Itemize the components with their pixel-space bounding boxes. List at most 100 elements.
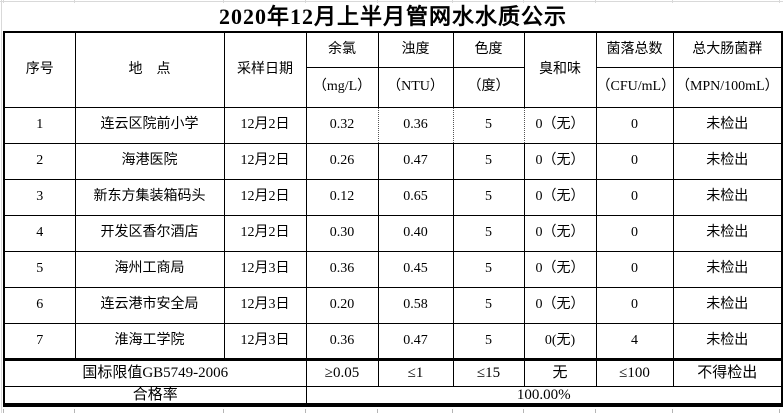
- limit-turbidity: ≤1: [377, 357, 454, 387]
- table-row: 3 新东方集装箱码头 12月2日 0.12 0.65 5 0（无） 0 未检出: [3, 178, 783, 216]
- cell-location: 新东方集装箱码头: [74, 178, 225, 216]
- header-turbidity: 浊度: [377, 31, 454, 68]
- sheet-gridline-tick: [452, 409, 453, 413]
- cell-chlorine: 0.12: [305, 178, 379, 216]
- cell-chroma: 5: [452, 178, 525, 216]
- sheet-gridline-tick: [523, 0, 524, 3]
- sheet-gridline-tick: [305, 0, 306, 3]
- cell-date: 12月2日: [223, 106, 307, 144]
- cell-no: 5: [3, 250, 76, 288]
- cell-colony: 0: [595, 214, 674, 252]
- cell-location: 连云区院前小学: [74, 106, 225, 144]
- sheet-gridline-tick: [595, 0, 596, 3]
- table-row: 4 开发区香尔酒店 12月2日 0.30 0.40 5 0（无） 0 未检出: [3, 214, 783, 252]
- cell-no: 2: [3, 142, 76, 180]
- table-row: 5 海州工商局 12月3日 0.36 0.45 5 0（无） 0 未检出: [3, 250, 783, 288]
- limit-chroma: ≤15: [452, 357, 525, 387]
- limit-chlorine: ≥0.05: [305, 357, 379, 387]
- cell-location: 海港医院: [74, 142, 225, 180]
- cell-chlorine: 0.26: [305, 142, 379, 180]
- unit-colony-count: （CFU/mL）: [595, 66, 674, 108]
- cell-no: 4: [3, 214, 76, 252]
- unit-turbidity: （NTU）: [377, 66, 454, 108]
- cell-odor: 0（无）: [523, 286, 597, 324]
- limit-colony: ≤100: [595, 357, 674, 387]
- table-row: 2 海港医院 12月2日 0.26 0.47 5 0（无） 0 未检出: [3, 142, 783, 180]
- sheet-gridline-tick: [595, 409, 596, 413]
- sheet-gridline-tick: [779, 0, 780, 3]
- cell-coliform: 未检出: [672, 142, 783, 180]
- cell-date: 12月3日: [223, 322, 307, 360]
- cell-coliform: 未检出: [672, 322, 783, 360]
- cell-odor: 0(无): [523, 322, 597, 360]
- header-no: 序号: [3, 31, 76, 108]
- header-sample-date: 采样日期: [223, 31, 307, 108]
- sheet-gridline-tick: [377, 0, 378, 3]
- page-title: 2020年12月上半月管网水水质公示: [4, 3, 783, 33]
- header-residual-chlorine: 余氯: [305, 31, 379, 68]
- cell-turbidity: 0.65: [377, 178, 454, 216]
- cell-no: 7: [3, 322, 76, 360]
- sheet-gridline-tick: [223, 0, 224, 3]
- cell-date: 12月2日: [223, 142, 307, 180]
- cell-colony: 0: [595, 178, 674, 216]
- pass-rate-value: 100.00%: [305, 385, 783, 407]
- header-colony-count: 菌落总数: [595, 31, 674, 68]
- sheet-gridline-tick: [74, 0, 75, 3]
- cell-date: 12月2日: [223, 214, 307, 252]
- sheet-gridline-tick: [452, 0, 453, 3]
- sheet-gridline-tick: [377, 409, 378, 413]
- limit-odor: 无: [523, 357, 597, 387]
- cell-chlorine: 0.36: [305, 250, 379, 288]
- cell-colony: 0: [595, 286, 674, 324]
- sheet-gridline-tick: [74, 409, 75, 413]
- unit-residual-chlorine: （mg/L）: [305, 66, 379, 108]
- table-row: 6 连云港市安全局 12月3日 0.20 0.58 5 0（无） 0 未检出: [3, 286, 783, 324]
- sheet-gridline-tick: [523, 409, 524, 413]
- cell-chroma: 5: [452, 286, 525, 324]
- cell-colony: 4: [595, 322, 674, 360]
- sheet-gridline-tick: [3, 0, 4, 3]
- cell-turbidity: 0.36: [377, 106, 454, 144]
- cell-odor: 0（无）: [523, 214, 597, 252]
- header-odor: 臭和味: [523, 31, 597, 108]
- limit-coliform: 不得检出: [672, 357, 783, 387]
- table-row: 1 连云区院前小学 12月2日 0.32 0.36 5 0（无） 0 未检出: [3, 106, 783, 144]
- cell-turbidity: 0.40: [377, 214, 454, 252]
- cell-coliform: 未检出: [672, 106, 783, 144]
- sheet-gridline-tick: [779, 409, 780, 413]
- cell-location: 连云港市安全局: [74, 286, 225, 324]
- cell-location: 淮海工学院: [74, 322, 225, 360]
- table-row: 7 淮海工学院 12月3日 0.36 0.47 5 0(无) 4 未检出: [3, 322, 783, 360]
- header-total-coliform: 总大肠菌群: [672, 31, 783, 68]
- cell-no: 1: [3, 106, 76, 144]
- cell-chlorine: 0.30: [305, 214, 379, 252]
- cell-location: 开发区香尔酒店: [74, 214, 225, 252]
- sheet-gridline-left: [1, 0, 2, 413]
- limits-label: 国标限值GB5749-2006: [3, 357, 307, 387]
- limits-row: 国标限值GB5749-2006 ≥0.05 ≤1 ≤15 无 ≤100 不得检出: [3, 357, 783, 387]
- sheet-gridline-tick: [672, 0, 673, 3]
- cell-date: 12月3日: [223, 286, 307, 324]
- sheet-gridline-tick: [223, 409, 224, 413]
- cell-colony: 0: [595, 106, 674, 144]
- cell-chlorine: 0.36: [305, 322, 379, 360]
- sheet-gridline-tick: [3, 409, 4, 413]
- cell-colony: 0: [595, 250, 674, 288]
- cell-odor: 0（无）: [523, 142, 597, 180]
- cell-no: 3: [3, 178, 76, 216]
- cell-date: 12月2日: [223, 178, 307, 216]
- cell-odor: 0（无）: [523, 178, 597, 216]
- cell-turbidity: 0.47: [377, 322, 454, 360]
- cell-colony: 0: [595, 142, 674, 180]
- cell-chroma: 5: [452, 142, 525, 180]
- cell-chroma: 5: [452, 250, 525, 288]
- unit-chroma: （度）: [452, 66, 525, 108]
- cell-coliform: 未检出: [672, 214, 783, 252]
- pass-rate-label: 合格率: [3, 385, 307, 407]
- cell-odor: 0（无）: [523, 250, 597, 288]
- cell-odor: 0（无）: [523, 106, 597, 144]
- header-chroma: 色度: [452, 31, 525, 68]
- cell-location: 海州工商局: [74, 250, 225, 288]
